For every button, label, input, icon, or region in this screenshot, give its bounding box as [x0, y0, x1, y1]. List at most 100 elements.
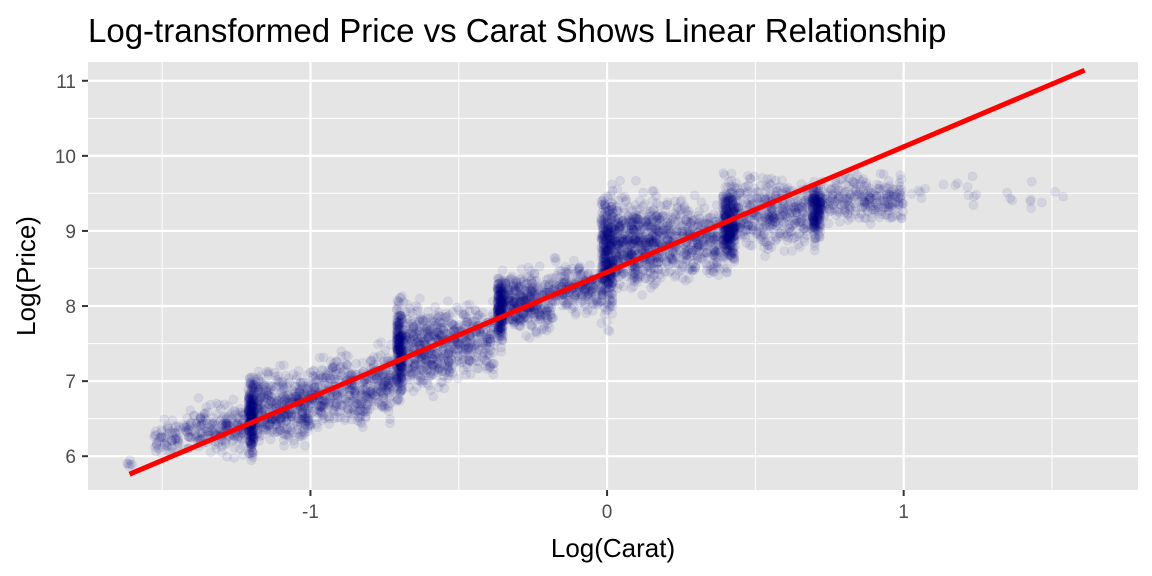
data-point — [422, 328, 433, 339]
data-point — [719, 246, 730, 257]
data-point — [341, 360, 352, 370]
data-point — [181, 427, 192, 437]
data-point — [723, 195, 733, 206]
data-point — [461, 369, 471, 380]
data-point — [183, 431, 194, 442]
data-point — [202, 426, 213, 437]
data-point — [199, 408, 210, 419]
data-point — [795, 242, 805, 252]
data-point — [203, 422, 214, 433]
data-point — [597, 195, 608, 206]
data-point — [253, 385, 264, 396]
data-point — [670, 196, 680, 207]
data-point — [562, 268, 573, 279]
data-point — [348, 405, 359, 416]
data-point — [159, 414, 170, 425]
data-point — [223, 410, 234, 421]
data-point — [637, 290, 648, 300]
data-point — [196, 419, 207, 430]
data-point — [286, 411, 297, 422]
data-point — [414, 315, 425, 326]
data-point — [278, 360, 289, 371]
data-point — [408, 386, 419, 397]
data-point — [212, 408, 222, 419]
data-point — [249, 433, 260, 444]
data-point — [186, 426, 197, 437]
data-point — [206, 425, 217, 436]
data-point — [158, 432, 169, 443]
data-point — [156, 447, 167, 458]
data-point — [681, 250, 691, 261]
data-point — [355, 413, 366, 424]
data-point — [476, 329, 487, 340]
data-point — [293, 365, 304, 376]
data-point — [624, 217, 634, 228]
data-point — [195, 420, 206, 431]
data-point — [170, 434, 181, 445]
data-point — [190, 431, 201, 442]
data-point — [324, 411, 335, 422]
data-point — [673, 259, 684, 270]
chart-title: Log-transformed Price vs Carat Shows Lin… — [88, 12, 946, 49]
data-point — [329, 358, 339, 369]
data-point — [295, 420, 306, 431]
data-point — [192, 431, 203, 442]
data-point — [192, 422, 202, 433]
data-point — [371, 373, 382, 384]
data-point — [647, 214, 658, 225]
data-point — [170, 420, 181, 431]
data-point — [172, 440, 183, 451]
data-point — [205, 419, 216, 430]
data-point — [195, 427, 206, 438]
data-point — [159, 439, 170, 449]
data-point — [122, 458, 133, 469]
data-point — [230, 406, 241, 417]
data-point — [418, 375, 429, 386]
data-point — [178, 420, 189, 431]
data-point — [357, 422, 368, 433]
data-point — [222, 451, 233, 462]
data-point — [161, 440, 172, 451]
data-point — [198, 419, 209, 429]
data-point — [167, 430, 178, 441]
data-point — [237, 407, 248, 418]
data-point — [393, 394, 404, 405]
data-point — [124, 455, 135, 466]
data-point — [216, 420, 227, 431]
data-point — [214, 400, 225, 410]
data-point — [209, 417, 220, 428]
data-point — [201, 402, 212, 412]
data-point — [182, 422, 193, 433]
data-point — [573, 293, 584, 304]
data-point — [165, 426, 175, 437]
data-point — [181, 420, 192, 431]
data-point — [153, 436, 164, 447]
data-point — [211, 443, 222, 454]
data-point — [199, 413, 210, 424]
data-point — [151, 439, 162, 450]
data-point — [574, 263, 585, 274]
data-point — [167, 443, 178, 454]
data-point — [318, 352, 329, 363]
data-point — [172, 435, 183, 446]
data-point — [222, 413, 233, 424]
data-point — [221, 418, 232, 428]
data-point — [196, 418, 207, 429]
data-point — [190, 417, 201, 428]
data-point — [179, 422, 190, 433]
data-point — [621, 194, 632, 205]
data-point — [174, 421, 185, 432]
data-point — [218, 419, 229, 430]
data-point — [369, 400, 380, 411]
data-point — [167, 435, 177, 446]
data-point — [463, 355, 474, 366]
data-point — [239, 409, 250, 420]
data-point — [376, 386, 387, 397]
data-point — [216, 414, 227, 424]
data-point — [631, 261, 642, 272]
data-point — [167, 427, 178, 438]
data-point — [237, 433, 248, 444]
data-point — [276, 387, 287, 398]
data-point — [719, 203, 730, 214]
data-point — [497, 265, 508, 276]
